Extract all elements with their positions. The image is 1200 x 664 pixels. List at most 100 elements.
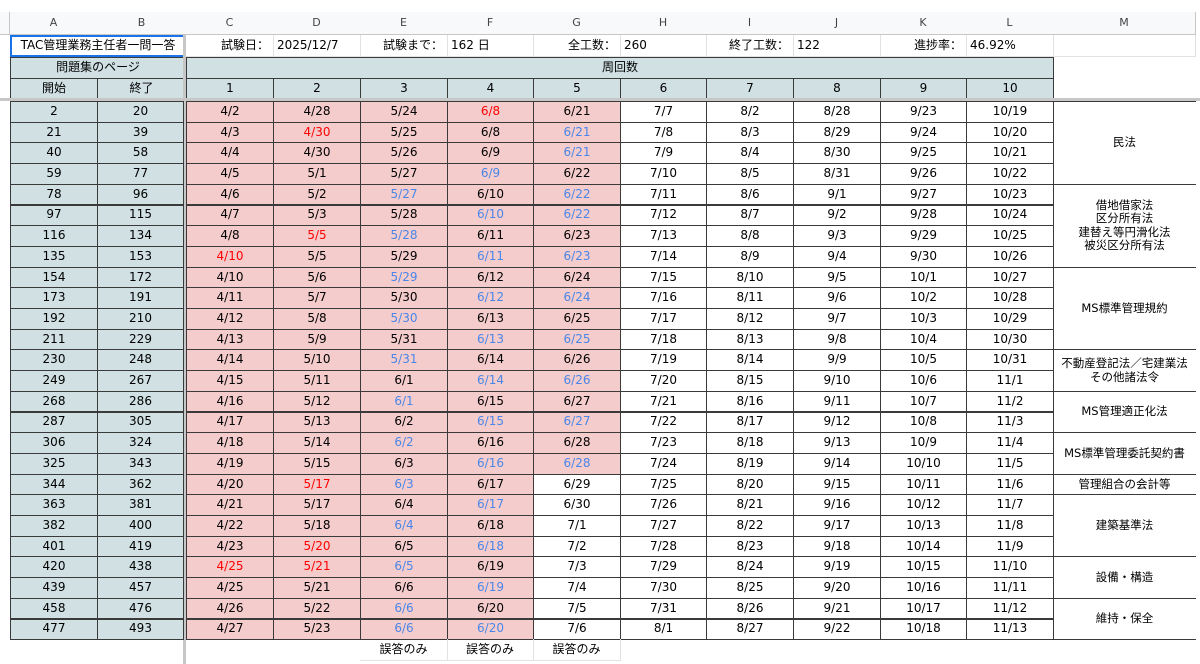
date-cell: 11/13 [966, 618, 1054, 641]
freeze-column-line [183, 34, 186, 664]
subject-line: 被災区分所有法 [1084, 237, 1165, 252]
date-cell: 9/10 [793, 370, 881, 392]
date-cell: 11/5 [966, 452, 1054, 475]
date-cell: 8/13 [706, 328, 794, 351]
date-cell: 9/1 [793, 183, 881, 206]
date-cell: 10/9 [880, 432, 967, 454]
page-cell: 173 [10, 287, 98, 309]
date-cell: 10/15 [880, 556, 967, 579]
subject-line: 借地借家法 [1095, 198, 1154, 213]
date-cell: 5/7 [273, 287, 361, 309]
date-cell: 6/22 [533, 204, 621, 227]
date-cell: 6/25 [533, 308, 621, 330]
subject-cell: MS標準管理委託契約書 [1053, 432, 1196, 475]
date-cell: 4/19 [186, 452, 274, 475]
date-cell: 7/17 [620, 308, 707, 330]
date-cell: 10/26 [966, 245, 1054, 268]
date-cell: 9/9 [793, 349, 881, 372]
info-exam-date-label: 試験日： [186, 35, 274, 57]
date-cell: 4/15 [186, 370, 274, 392]
date-cell: 8/6 [706, 183, 794, 206]
date-cell: 5/17 [273, 494, 361, 516]
date-cell: 7/15 [620, 266, 707, 289]
date-cell: 8/2 [706, 101, 794, 123]
date-cell: 6/13 [447, 328, 534, 351]
date-cell: 8/3 [706, 121, 794, 144]
date-cell: 6/18 [447, 535, 534, 558]
date-cell: 4/23 [186, 535, 274, 558]
page-cell: 115 [97, 204, 184, 227]
date-cell: 6/5 [360, 535, 448, 558]
date-cell: 5/9 [273, 328, 361, 351]
date-cell: 10/28 [966, 287, 1054, 309]
date-cell: 10/5 [880, 349, 967, 372]
date-cell: 7/2 [533, 535, 621, 558]
date-cell: 5/13 [273, 411, 361, 434]
page-cell: 249 [10, 370, 98, 392]
date-cell: 6/24 [533, 287, 621, 309]
round-number: 3 [360, 78, 448, 99]
date-cell: 8/11 [706, 287, 794, 309]
date-cell: 6/16 [447, 452, 534, 475]
date-cell: 6/12 [447, 287, 534, 309]
date-cell: 6/13 [447, 308, 534, 330]
date-cell: 6/11 [447, 245, 534, 268]
date-cell: 11/12 [966, 597, 1054, 620]
date-cell: 8/27 [706, 618, 794, 641]
date-cell: 5/30 [360, 287, 448, 309]
page-cell: 153 [97, 245, 184, 268]
info-done-label: 終了工数： [706, 35, 794, 57]
date-cell: 5/31 [360, 328, 448, 351]
date-cell: 11/7 [966, 494, 1054, 516]
date-cell: 6/12 [447, 266, 534, 289]
column-header: F [447, 12, 534, 35]
date-cell: 10/17 [880, 597, 967, 620]
date-cell: 9/12 [793, 411, 881, 434]
date-cell: 9/16 [793, 494, 881, 516]
round-number: 6 [620, 78, 707, 99]
date-cell: 8/8 [706, 225, 794, 247]
date-cell: 5/29 [360, 266, 448, 289]
page-cell: 324 [97, 432, 184, 454]
date-cell: 6/28 [533, 452, 621, 475]
date-cell: 7/29 [620, 556, 707, 579]
page-cell: 230 [10, 349, 98, 372]
footer-note: 誤答のみ [533, 639, 621, 662]
date-cell: 6/27 [533, 411, 621, 434]
date-cell: 5/10 [273, 349, 361, 372]
page-cell: 248 [97, 349, 184, 372]
date-cell: 6/4 [360, 494, 448, 516]
date-cell: 6/14 [447, 349, 534, 372]
column-header: I [706, 12, 794, 35]
page-cell: 21 [10, 121, 98, 144]
date-cell: 7/20 [620, 370, 707, 392]
date-cell: 6/1 [360, 370, 448, 392]
date-cell: 5/17 [273, 473, 361, 496]
date-cell: 10/8 [880, 411, 967, 434]
date-cell: 6/5 [360, 556, 448, 579]
date-cell: 7/12 [620, 204, 707, 227]
date-cell: 10/23 [966, 183, 1054, 206]
date-cell: 4/14 [186, 349, 274, 372]
date-cell: 7/4 [533, 577, 621, 599]
freeze-line [0, 98, 1200, 101]
page-cell: 493 [97, 618, 184, 641]
date-cell: 11/4 [966, 432, 1054, 454]
date-cell: 6/6 [360, 577, 448, 599]
column-header: G [533, 12, 621, 35]
date-cell: 7/27 [620, 515, 707, 537]
date-cell: 5/2 [273, 183, 361, 206]
date-cell: 8/10 [706, 266, 794, 289]
footer-note: 誤答のみ [360, 639, 448, 662]
date-cell: 7/13 [620, 225, 707, 247]
date-cell: 11/1 [966, 370, 1054, 392]
date-cell: 9/23 [880, 101, 967, 123]
date-cell: 6/19 [447, 577, 534, 599]
date-cell: 9/5 [793, 266, 881, 289]
date-cell: 6/10 [447, 183, 534, 206]
date-cell: 6/23 [533, 245, 621, 268]
date-cell: 5/21 [273, 556, 361, 579]
page-cell: 400 [97, 515, 184, 537]
pages-header: 問題集のページ [10, 57, 186, 79]
page-cell: 362 [97, 473, 184, 496]
